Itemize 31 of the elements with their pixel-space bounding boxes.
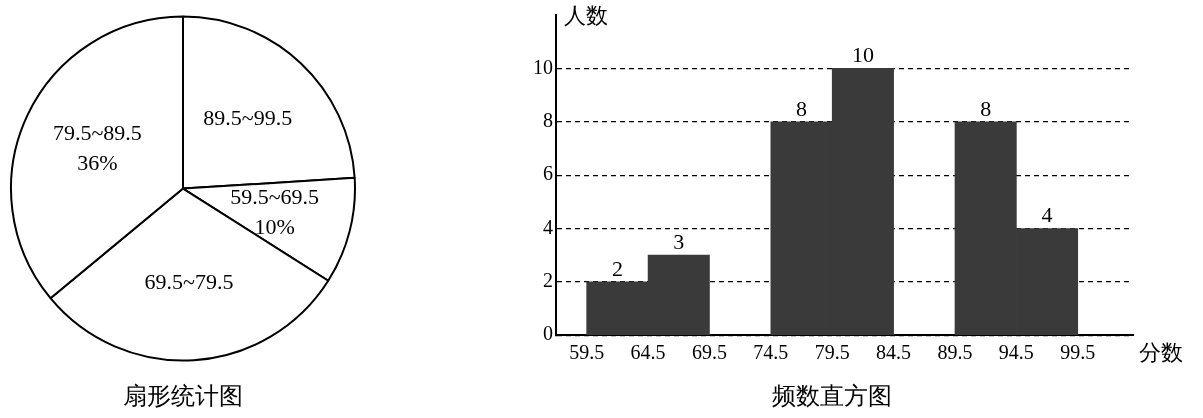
x-tick-label: 94.5	[998, 341, 1034, 364]
x-axis-title: 分数	[1139, 339, 1183, 365]
x-tick-label: 84.5	[876, 341, 912, 364]
y-axis-title: 人数	[564, 2, 608, 28]
y-tick-label: 4	[543, 215, 553, 238]
x-tick-label: 69.5	[691, 341, 727, 364]
x-tick-label: 79.5	[814, 341, 850, 364]
data-label: 8	[980, 95, 992, 121]
slice-label: 79.5~89.5	[52, 120, 142, 146]
x-tick-label: 99.5	[1060, 341, 1096, 364]
data-label: 3	[673, 228, 685, 254]
x-tick-label: 74.5	[753, 341, 789, 364]
y-tick-label: 10	[533, 55, 553, 78]
text: 扇形统计图	[123, 382, 243, 409]
x-tick-label: 64.5	[630, 341, 666, 364]
data-label: 4	[1041, 202, 1053, 228]
data-label: 8	[796, 95, 808, 121]
data-label: 36%	[77, 150, 118, 176]
x-tick-label: 59.5	[569, 341, 605, 364]
slice-label: 59.5~69.5	[230, 183, 320, 209]
text: 频数直方图	[771, 382, 892, 409]
data-label: 10	[851, 42, 874, 68]
y-tick-label: 2	[543, 269, 553, 292]
x-tick-label: 89.5	[937, 341, 973, 364]
data-label: 10%	[254, 213, 295, 239]
data-label: 2	[611, 255, 623, 281]
y-tick-label: 6	[543, 162, 553, 185]
y-tick-label: 8	[543, 108, 553, 131]
slice-label: 89.5~99.5	[203, 105, 293, 131]
y-tick-label: 0	[543, 322, 553, 345]
slice-label: 69.5~79.5	[144, 268, 234, 294]
